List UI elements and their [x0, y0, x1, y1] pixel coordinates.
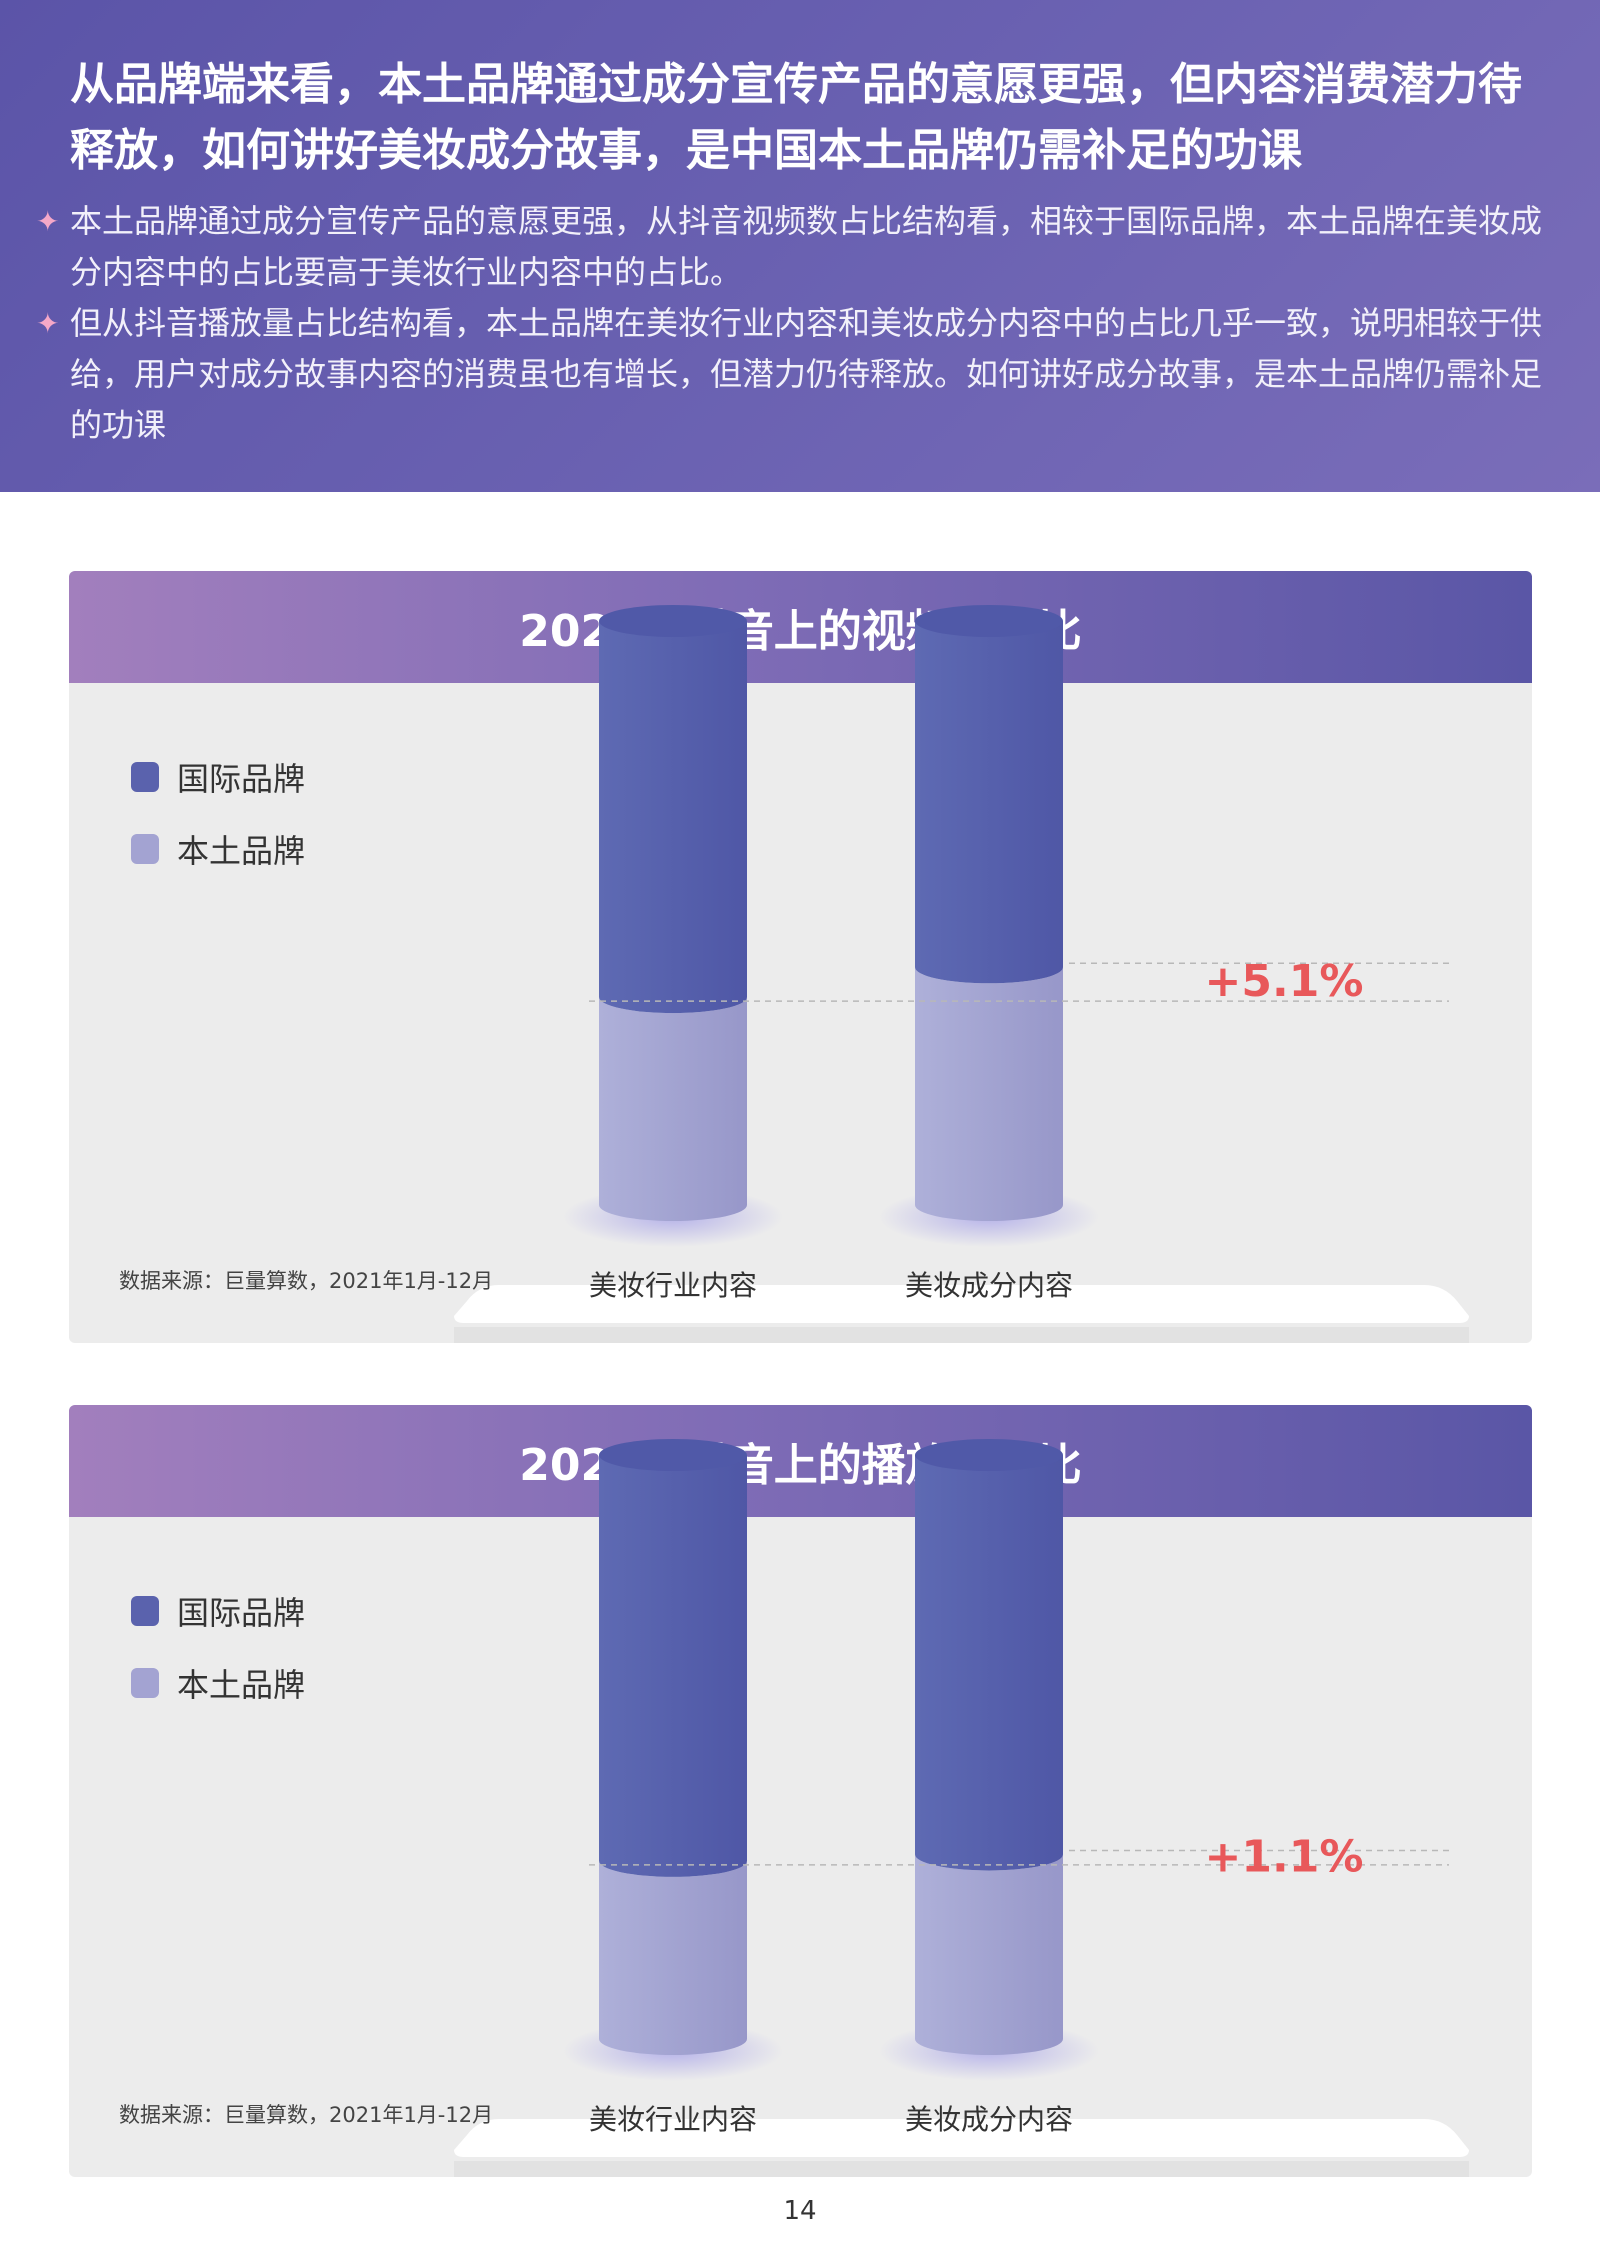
legend-item-international: 国际品牌 [131, 741, 305, 813]
bar-cap [915, 1439, 1063, 1471]
bar-segment-domestic [599, 997, 747, 1221]
legend-item-domestic: 本土品牌 [131, 1647, 305, 1719]
legend: 国际品牌 本土品牌 [131, 1575, 305, 1719]
chart-title: 2021年抖音上的播放量占比 [69, 1405, 1532, 1517]
bar-segment-domestic [599, 1860, 747, 2055]
legend-swatch-international [131, 1596, 159, 1626]
legend-item-domestic: 本土品牌 [131, 813, 305, 885]
sparkle-icon: ✦ [36, 307, 60, 340]
bar-segment-international [599, 621, 747, 1014]
bullet-text: 但从抖音播放量占比结构看，本土品牌在美妆行业内容和美妆成分内容中的占比几乎一致，… [70, 304, 1543, 444]
bar-segment-domestic [915, 1854, 1063, 2055]
bar-segment-international [915, 1455, 1063, 1871]
chart-panel-play-count: 2021年抖音上的播放量占比 国际品牌 本土品牌 +1.1% 美妆行业内容 美妆成分… [69, 1405, 1532, 2177]
bullet-list: ✦ 本土品牌通过成分宣传产品的意愿更强，从抖音视频数占比结构看，相较于国际品牌，… [36, 196, 1546, 451]
bar-segment-domestic [915, 967, 1063, 1221]
legend-item-international: 国际品牌 [131, 1575, 305, 1647]
legend-swatch-domestic [131, 834, 159, 864]
category-label: 美妆成分内容 [905, 2103, 1073, 2136]
sparkle-icon: ✦ [36, 205, 60, 238]
cylinder-bar [879, 605, 1099, 1247]
data-source-note: 数据来源：巨量算数，2021年1月-12月 [119, 2103, 494, 2127]
cylinder-chart: +1.1% 美妆行业内容 美妆成分内容 [454, 1439, 1469, 2177]
legend-swatch-international [131, 762, 159, 792]
legend: 国际品牌 本土品牌 [131, 741, 305, 885]
delta-annotation: +5.1% [1205, 956, 1364, 1007]
legend-label: 国际品牌 [177, 760, 306, 798]
cylinder-bar [563, 605, 783, 1247]
header-banner: 从品牌端来看，本土品牌通过成分宣传产品的意愿更强，但内容消费潜力待释放，如何讲好… [0, 0, 1600, 492]
category-label: 美妆成分内容 [905, 1269, 1073, 1302]
chart-panel-video-count: 2021年抖音上的视频数占比 国际品牌 本土品牌 +5.1% 美妆行业内容 美妆成分… [69, 571, 1532, 1343]
bar-cap [915, 605, 1063, 637]
cylinder-bar [879, 1439, 1099, 2081]
bullet-item: ✦ 但从抖音播放量占比结构看，本土品牌在美妆行业内容和美妆成分内容中的占比几乎一… [36, 298, 1546, 451]
category-label: 美妆行业内容 [589, 1269, 757, 1302]
delta-annotation: +1.1% [1205, 1832, 1364, 1883]
bullet-text: 本土品牌通过成分宣传产品的意愿更强，从抖音视频数占比结构看，相较于国际品牌，本土… [70, 202, 1543, 291]
cylinder-bar [563, 1439, 783, 2081]
bar-segment-international [915, 621, 1063, 984]
page-number: 14 [783, 2196, 817, 2226]
headline: 从品牌端来看，本土品牌通过成分宣传产品的意愿更强，但内容消费潜力待释放，如何讲好… [70, 59, 1522, 176]
bar-segment-international [599, 1455, 747, 1877]
data-source-note: 数据来源：巨量算数，2021年1月-12月 [119, 1269, 494, 1293]
bullet-item: ✦ 本土品牌通过成分宣传产品的意愿更强，从抖音视频数占比结构看，相较于国际品牌，… [36, 196, 1546, 298]
bar-cap [599, 1439, 747, 1471]
bar-cap [599, 605, 747, 637]
category-label: 美妆行业内容 [589, 2103, 757, 2136]
legend-swatch-domestic [131, 1668, 159, 1698]
platform [454, 2119, 1469, 2177]
platform [454, 1285, 1469, 1343]
cylinder-chart: +5.1% 美妆行业内容 美妆成分内容 [454, 605, 1469, 1343]
legend-label: 本土品牌 [177, 832, 306, 870]
legend-label: 国际品牌 [177, 1594, 306, 1632]
legend-label: 本土品牌 [177, 1666, 306, 1704]
